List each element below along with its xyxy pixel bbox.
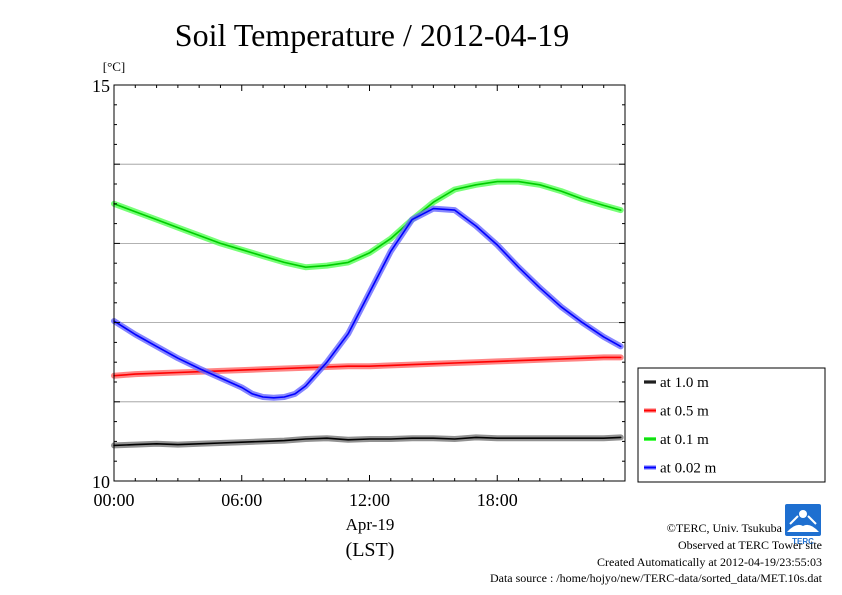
x-tick-label: 18:00 [477, 490, 518, 510]
legend-label: at 1.0 m [660, 375, 709, 391]
legend-box [637, 367, 826, 483]
chart-title: Soil Temperature / 2012-04-19 [175, 17, 569, 53]
y-tick-labels: 10 15 [92, 76, 110, 492]
footer-created: Created Automatically at 2012-04-19/23:5… [597, 555, 822, 569]
footer-source: Data source : /home/hojyo/new/TERC-data/… [490, 571, 823, 585]
logo-text: TERC [792, 537, 814, 546]
x-tick-label: 12:00 [349, 490, 390, 510]
x-axis-label: (LST) [346, 539, 395, 561]
legend-label: at 0.5 m [660, 404, 709, 420]
x-tick-label: 00:00 [93, 490, 134, 510]
legend: at 1.0 m at 0.5 m at 0.1 m at 0.02 m [637, 367, 826, 483]
series-line-2 [113, 180, 622, 269]
plot-frame [113, 84, 626, 482]
x-tick-labels: 00:00 06:00 12:00 18:00 [93, 490, 517, 510]
y-axis-unit: [°C] [103, 59, 126, 74]
terc-logo-icon [785, 504, 821, 536]
y-tick-label: 10 [92, 472, 110, 492]
footer-copyright: ©TERC, Univ. Tsukuba [667, 521, 783, 535]
footer-site: Observed at TERC Tower site [678, 538, 822, 552]
x-axis-date: Apr-19 [346, 515, 395, 534]
axis-ticks [113, 84, 626, 482]
series-line-0 [113, 436, 622, 447]
x-tick-label: 06:00 [221, 490, 262, 510]
legend-label: at 0.02 m [660, 461, 717, 477]
legend-label: at 0.1 m [660, 432, 709, 448]
y-tick-label: 15 [92, 76, 110, 96]
series-group [111, 178, 624, 449]
grid [114, 163, 625, 403]
series-line-3 [113, 207, 622, 399]
